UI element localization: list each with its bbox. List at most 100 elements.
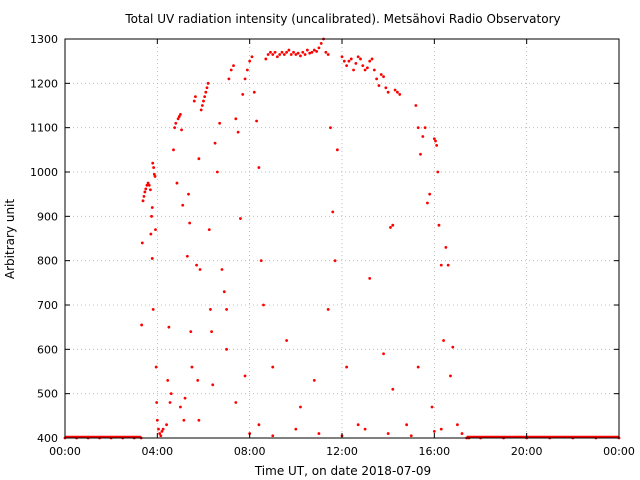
data-point xyxy=(150,257,154,260)
data-point xyxy=(243,77,247,81)
data-point xyxy=(167,325,171,329)
data-point xyxy=(152,166,156,169)
data-point xyxy=(329,126,332,130)
data-point xyxy=(210,330,213,333)
data-point xyxy=(294,427,298,431)
data-point xyxy=(227,77,231,81)
data-point xyxy=(345,365,349,369)
data-point xyxy=(200,104,204,107)
data-point xyxy=(436,170,440,174)
data-point xyxy=(451,345,455,349)
x-tick-label: 00:00 xyxy=(49,445,81,458)
data-point xyxy=(356,55,360,59)
data-point xyxy=(333,259,337,263)
data-point xyxy=(150,214,153,218)
data-point xyxy=(299,54,302,58)
data-point xyxy=(391,387,395,391)
data-point xyxy=(301,50,305,54)
chart-title: Total UV radiation intensity (uncalibrat… xyxy=(124,12,560,26)
data-point xyxy=(299,405,302,409)
data-point xyxy=(159,434,163,438)
data-point xyxy=(220,268,224,271)
data-point xyxy=(192,99,196,103)
data-point xyxy=(215,170,219,174)
data-point xyxy=(271,365,275,369)
data-point xyxy=(354,61,358,65)
data-point xyxy=(195,263,198,267)
data-point xyxy=(255,119,258,123)
data-point xyxy=(154,228,157,232)
data-point xyxy=(368,277,372,280)
data-point xyxy=(416,126,420,130)
data-point xyxy=(243,374,247,378)
data-point xyxy=(250,55,254,59)
data-point xyxy=(312,378,316,382)
data-point xyxy=(335,148,339,152)
x-tick-label: 08:00 xyxy=(234,445,266,458)
data-point xyxy=(428,192,432,196)
data-point xyxy=(434,139,437,143)
data-point xyxy=(141,199,145,203)
data-point xyxy=(149,232,153,236)
data-point xyxy=(449,374,452,378)
data-point xyxy=(370,57,374,61)
data-point xyxy=(359,57,362,61)
data-point xyxy=(204,90,208,94)
data-point xyxy=(182,418,186,422)
data-point xyxy=(435,144,439,147)
x-axis-ticks: 00:00 04:00 08:00 12:00 16:00 20:00 00:00 xyxy=(49,39,635,458)
data-point xyxy=(179,112,182,116)
data-point xyxy=(294,53,298,56)
data-point xyxy=(203,95,207,99)
data-point xyxy=(365,66,369,70)
data-point xyxy=(280,50,284,54)
data-point xyxy=(213,141,217,145)
data-point xyxy=(232,64,235,67)
data-point xyxy=(140,241,144,245)
data-point xyxy=(289,53,293,56)
y-tick-label: 1000 xyxy=(30,166,58,179)
data-point xyxy=(252,90,256,94)
data-point xyxy=(222,290,226,294)
y-tick-label: 600 xyxy=(37,343,58,356)
y-tick-label: 1100 xyxy=(30,122,58,135)
data-point xyxy=(175,181,179,185)
data-point xyxy=(315,50,319,53)
x-tick-label: 00:00 xyxy=(603,445,635,458)
data-point xyxy=(275,55,279,59)
data-point xyxy=(269,50,272,54)
data-point xyxy=(342,59,346,63)
data-point xyxy=(189,330,193,333)
data-points xyxy=(63,37,621,440)
data-point xyxy=(205,86,209,90)
data-point xyxy=(409,434,413,438)
data-point xyxy=(292,50,295,54)
data-point xyxy=(317,432,321,435)
data-point xyxy=(386,90,390,94)
data-point xyxy=(382,352,385,356)
data-point xyxy=(430,405,434,409)
data-point xyxy=(161,427,165,431)
data-point xyxy=(151,161,155,165)
data-point xyxy=(393,88,397,92)
data-point xyxy=(245,68,249,72)
data-point xyxy=(206,81,210,85)
data-point xyxy=(308,51,312,55)
data-point xyxy=(331,210,335,214)
y-tick-label: 500 xyxy=(37,388,58,401)
data-point xyxy=(278,53,282,56)
data-point xyxy=(319,42,323,45)
data-point xyxy=(179,405,182,409)
data-point xyxy=(259,259,263,263)
data-point xyxy=(188,221,192,225)
data-point xyxy=(416,365,420,369)
y-tick-label: 700 xyxy=(37,299,58,312)
data-point xyxy=(262,303,265,307)
data-point xyxy=(160,429,164,433)
x-axis-label: Time UT, on date 2018-07-09 xyxy=(254,464,431,478)
data-point xyxy=(442,339,445,342)
data-point xyxy=(183,396,187,400)
data-point xyxy=(419,152,422,156)
data-point xyxy=(151,308,155,311)
